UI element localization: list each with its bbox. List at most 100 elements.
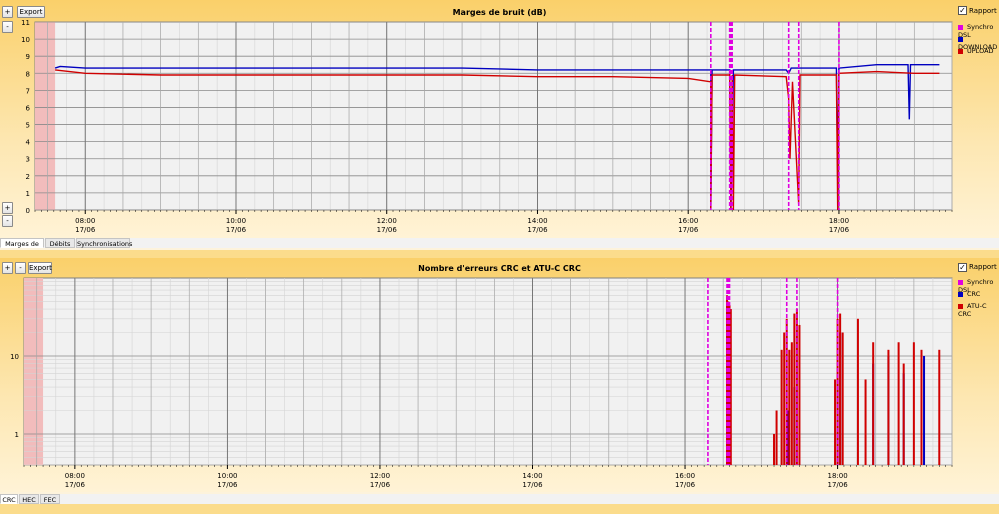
x-tick-date: 17/06 bbox=[370, 481, 391, 489]
export-button[interactable]: Export bbox=[17, 6, 45, 18]
x-tick-date: 17/06 bbox=[829, 226, 850, 234]
x-tick-date: 17/06 bbox=[226, 226, 247, 234]
x-tick-date: 17/06 bbox=[377, 226, 398, 234]
legend-item: DOWNLOAD bbox=[958, 35, 999, 51]
x-tick-time: 08:00 bbox=[75, 217, 95, 225]
legend-swatch bbox=[958, 24, 963, 30]
noise-margin-chart[interactable]: 0123456789101108:0017/0610:0017/0612:001… bbox=[0, 0, 999, 238]
legend-swatch bbox=[958, 48, 963, 54]
y-tick-label: 1 bbox=[15, 431, 19, 439]
tab-rates[interactable]: Débits bbox=[45, 238, 75, 248]
legend-swatch bbox=[958, 303, 963, 309]
bar-atu-c-crc bbox=[783, 332, 786, 465]
bar-atu-c-crc bbox=[780, 349, 783, 465]
bar-atu-c-crc bbox=[872, 342, 875, 465]
plot-area bbox=[23, 277, 953, 466]
x-tick-time: 16:00 bbox=[675, 472, 695, 480]
bar-atu-c-crc bbox=[729, 309, 732, 465]
crc-errors-panel: + - Export Nombre d'erreurs CRC et ATU-C… bbox=[0, 258, 999, 492]
bar-atu-c-crc bbox=[790, 342, 793, 465]
tab-bar-bottom: CRC HEC FEC bbox=[0, 494, 999, 504]
x-tick-date: 17/06 bbox=[75, 226, 96, 234]
x-tick-time: 14:00 bbox=[527, 217, 547, 225]
rapport-label: Rapport bbox=[969, 7, 997, 15]
bar-atu-c-crc bbox=[920, 349, 923, 465]
x-tick-time: 12:00 bbox=[370, 472, 390, 480]
bar-atu-c-crc bbox=[773, 433, 776, 465]
x-tick-date: 17/06 bbox=[827, 481, 848, 489]
y-tick-label: 9 bbox=[26, 53, 30, 61]
y-zoom-out-button[interactable]: - bbox=[2, 215, 13, 227]
legend-item: Synchro DSL bbox=[958, 278, 999, 294]
noise-margin-panel: + Export Marges de bruit (dB) - + - ✓ Ra… bbox=[0, 0, 999, 238]
no-data-region bbox=[35, 22, 56, 210]
x-tick-time: 10:00 bbox=[226, 217, 246, 225]
tab-bar-top: Marges de bruit Débits Synchronisations bbox=[0, 238, 999, 258]
x-tick-date: 17/06 bbox=[522, 481, 543, 489]
zoom-in-button[interactable]: + bbox=[2, 262, 13, 274]
y-tick-label: 3 bbox=[26, 156, 30, 164]
bar-atu-c-crc bbox=[775, 410, 778, 465]
separator-band bbox=[0, 250, 999, 258]
x-tick-date: 17/06 bbox=[678, 226, 699, 234]
chart-title: Marges de bruit (dB) bbox=[452, 8, 547, 17]
no-data-region bbox=[24, 278, 44, 465]
zoom-in-button[interactable]: + bbox=[2, 6, 13, 18]
bar-atu-c-crc bbox=[785, 318, 788, 465]
rapport-checkbox[interactable]: ✓ bbox=[958, 263, 967, 272]
legend-item: Synchro DSL bbox=[958, 23, 999, 39]
x-tick-time: 10:00 bbox=[217, 472, 237, 480]
y-tick-label: 10 bbox=[21, 36, 30, 44]
x-tick-time: 12:00 bbox=[377, 217, 397, 225]
legend-label: Synchro DSL bbox=[958, 23, 994, 39]
bar-atu-c-crc bbox=[834, 379, 837, 465]
y-tick-label: 2 bbox=[26, 173, 30, 181]
legend-swatch bbox=[958, 36, 963, 42]
y-zoom-in-button[interactable]: + bbox=[2, 202, 13, 214]
x-tick-date: 17/06 bbox=[675, 481, 696, 489]
bar-atu-c-crc bbox=[912, 342, 915, 465]
bar-atu-c-crc bbox=[902, 363, 905, 465]
tab-synchronisations[interactable]: Synchronisations bbox=[76, 238, 133, 248]
chart-title: Nombre d'erreurs CRC et ATU-C CRC bbox=[418, 264, 581, 273]
bar-atu-c-crc bbox=[887, 349, 890, 465]
x-tick-time: 16:00 bbox=[678, 217, 698, 225]
bar-atu-c-crc bbox=[841, 332, 844, 465]
x-tick-date: 17/06 bbox=[65, 481, 86, 489]
crc-errors-chart[interactable]: 11008:0017/0610:0017/0612:0017/0614:0017… bbox=[0, 258, 999, 492]
x-tick-date: 17/06 bbox=[527, 226, 548, 234]
rapport-checkbox[interactable]: ✓ bbox=[958, 6, 967, 15]
bar-atu-c-crc bbox=[839, 313, 842, 465]
zoom-out-button[interactable]: - bbox=[2, 21, 13, 33]
tab-fec[interactable]: FEC bbox=[40, 494, 60, 504]
y-tick-label: 11 bbox=[21, 19, 30, 27]
legend-label: CRC bbox=[967, 290, 981, 298]
bar-atu-c-crc bbox=[856, 318, 859, 465]
legend-item: CRC bbox=[958, 290, 980, 298]
x-tick-date: 17/06 bbox=[217, 481, 238, 489]
tab-noise-margin[interactable]: Marges de bruit bbox=[0, 238, 44, 258]
legend-label: Synchro DSL bbox=[958, 278, 994, 294]
bar-crc bbox=[787, 410, 790, 465]
series-line-download bbox=[54, 63, 940, 211]
x-tick-time: 08:00 bbox=[65, 472, 85, 480]
tab-crc[interactable]: CRC bbox=[0, 494, 18, 504]
bar-atu-c-crc bbox=[793, 313, 796, 465]
zoom-out-button[interactable]: - bbox=[15, 262, 26, 274]
legend-item: ATU-C CRC bbox=[958, 302, 999, 318]
export-button[interactable]: Export bbox=[28, 262, 52, 274]
tab-hec[interactable]: HEC bbox=[19, 494, 39, 504]
bar-atu-c-crc bbox=[788, 349, 791, 465]
legend-label: UPLOAD bbox=[967, 47, 994, 55]
plot-area bbox=[34, 21, 953, 211]
legend-label: DOWNLOAD bbox=[958, 43, 998, 51]
bar-atu-c-crc bbox=[864, 379, 867, 465]
bar-atu-c-crc bbox=[836, 318, 839, 465]
y-tick-label: 0 bbox=[26, 207, 30, 215]
y-tick-label: 5 bbox=[26, 122, 30, 130]
legend-swatch bbox=[958, 279, 963, 285]
legend-item: UPLOAD bbox=[958, 47, 994, 55]
y-tick-label: 7 bbox=[26, 87, 30, 95]
legend-label: ATU-C CRC bbox=[958, 302, 987, 318]
x-tick-time: 18:00 bbox=[827, 472, 847, 480]
